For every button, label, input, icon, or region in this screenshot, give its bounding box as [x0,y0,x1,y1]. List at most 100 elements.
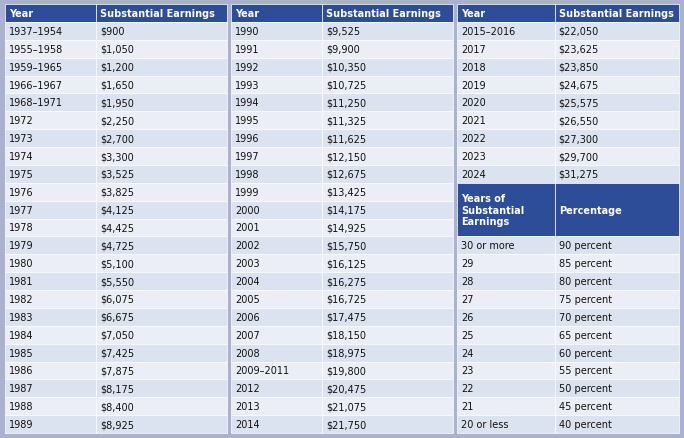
Bar [555,308,679,326]
Bar [322,362,453,379]
Bar [457,237,555,255]
Bar [322,290,453,308]
Bar [231,326,322,344]
Bar [231,201,322,219]
Text: 21: 21 [461,401,473,411]
Bar [96,415,227,433]
Text: Year: Year [461,9,485,19]
Text: 1973: 1973 [9,134,34,144]
Text: 40 percent: 40 percent [559,419,611,429]
Bar [231,148,322,166]
Text: 1983: 1983 [9,312,34,322]
Text: $12,675: $12,675 [326,170,366,180]
Text: $8,400: $8,400 [100,401,134,411]
Bar [96,344,227,362]
Text: 1975: 1975 [9,170,34,180]
Bar [231,112,322,130]
Text: $9,525: $9,525 [326,27,360,37]
Bar [322,130,453,148]
Bar [5,379,96,397]
Bar [96,237,227,255]
Text: 90 percent: 90 percent [559,241,611,251]
Text: 1985: 1985 [9,348,34,358]
Bar [96,166,227,184]
Bar [322,237,453,255]
Text: 1937–1954: 1937–1954 [9,27,63,37]
Text: 1979: 1979 [9,241,34,251]
Bar [322,255,453,272]
Bar [555,5,679,23]
Text: 1966–1967: 1966–1967 [9,80,63,90]
Text: 1968–1971: 1968–1971 [9,98,63,108]
Bar [457,290,555,308]
Text: 80 percent: 80 percent [559,276,611,286]
Text: 1995: 1995 [235,116,260,126]
Bar [231,362,322,379]
Text: $6,675: $6,675 [100,312,134,322]
Text: 2018: 2018 [461,63,486,73]
Text: 1977: 1977 [9,205,34,215]
Text: $11,625: $11,625 [326,134,366,144]
Bar [555,362,679,379]
Text: $7,050: $7,050 [100,330,134,340]
Text: 1992: 1992 [235,63,260,73]
Bar [322,77,453,94]
Text: 28: 28 [461,276,473,286]
Text: $18,975: $18,975 [326,348,366,358]
Bar [5,5,96,23]
Bar [96,219,227,237]
Text: 1955–1958: 1955–1958 [9,45,63,55]
Bar [457,344,555,362]
Text: $26,550: $26,550 [559,116,599,126]
Text: 1990: 1990 [235,27,259,37]
Text: 1986: 1986 [9,366,34,376]
Bar [5,112,96,130]
Text: $15,750: $15,750 [326,241,366,251]
Bar [5,397,96,415]
Text: 65 percent: 65 percent [559,330,611,340]
Bar [231,23,322,41]
Text: $29,700: $29,700 [559,152,598,162]
Text: 26: 26 [461,312,473,322]
Bar [457,308,555,326]
Bar [555,290,679,308]
Text: $7,425: $7,425 [100,348,134,358]
Bar [322,344,453,362]
Text: Percentage: Percentage [559,205,622,215]
Text: $16,275: $16,275 [326,276,366,286]
Bar [96,308,227,326]
Bar [457,5,555,23]
Bar [231,184,322,201]
Text: 2024: 2024 [461,170,486,180]
Text: $21,750: $21,750 [326,419,366,429]
Text: $23,850: $23,850 [559,63,598,73]
Bar [322,166,453,184]
Text: $16,725: $16,725 [326,294,366,304]
Text: $10,350: $10,350 [326,63,366,73]
Text: $27,300: $27,300 [559,134,598,144]
Text: Substantial Earnings: Substantial Earnings [326,9,441,19]
Bar [555,112,679,130]
Bar [5,344,96,362]
Text: $11,250: $11,250 [326,98,366,108]
Text: $8,925: $8,925 [100,419,134,429]
Text: $22,050: $22,050 [559,27,599,37]
Text: 1959–1965: 1959–1965 [9,63,63,73]
Text: $14,925: $14,925 [326,223,366,233]
Bar [457,362,555,379]
Bar [231,379,322,397]
Text: $8,175: $8,175 [100,383,134,393]
Bar [555,415,679,433]
Bar [96,94,227,112]
Text: $3,300: $3,300 [100,152,134,162]
Bar [5,59,96,77]
Bar [231,272,322,290]
Bar [457,166,555,184]
Text: $4,425: $4,425 [100,223,134,233]
Text: $1,650: $1,650 [100,80,134,90]
Bar [5,94,96,112]
Text: 2003: 2003 [235,259,260,268]
Bar [96,130,227,148]
Bar [322,326,453,344]
Text: $900: $900 [100,27,124,37]
